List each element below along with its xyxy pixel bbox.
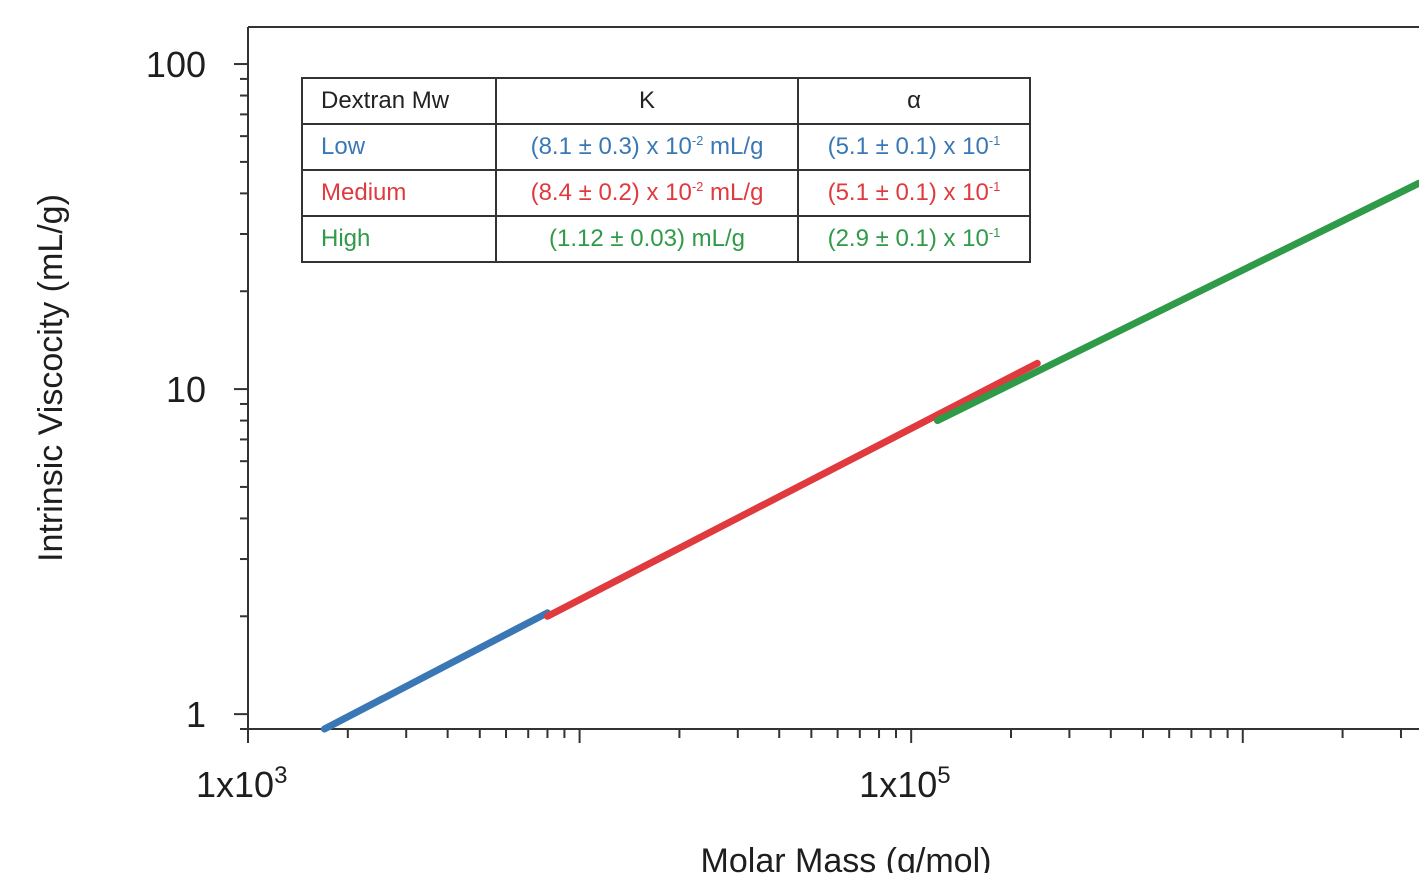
header-dextran-mw: Dextran Mw [301, 77, 497, 125]
y-axis-title: Intrinsic Viscocity (mL/g) [32, 194, 70, 562]
row-label: Low [301, 123, 497, 171]
k-value: (8.4 ± 0.2) x 10-2 mL/g [495, 169, 799, 217]
x-tick-label: 1x105 [859, 762, 950, 805]
k-value: (8.1 ± 0.3) x 10-2 mL/g [495, 123, 799, 171]
table-header-row: Dextran Mw K α [301, 77, 1031, 125]
alpha-value: (5.1 ± 0.1) x 10-1 [797, 169, 1031, 217]
table-row-low: Low (8.1 ± 0.3) x 10-2 mL/g (5.1 ± 0.1) … [301, 123, 1031, 171]
x-tick-label: 1x103 [196, 762, 287, 805]
series-line-3 [933, 179, 1419, 425]
k-value: (1.12 ± 0.03) mL/g [495, 215, 799, 263]
alpha-value: (5.1 ± 0.1) x 10-1 [797, 123, 1031, 171]
row-label: High [301, 215, 497, 263]
y-tick-label: 1 [186, 694, 206, 735]
y-tick-label: 100 [146, 44, 206, 85]
x-axis-title: Molar Mass (g/mol) [701, 842, 992, 873]
series-group [320, 179, 1419, 733]
series-line-2 [544, 359, 1041, 620]
alpha-value: (2.9 ± 0.1) x 10-1 [797, 215, 1031, 263]
fit-parameters-table: Dextran Mw K α Low (8.1 ± 0.3) x 10-2 mL… [301, 77, 1031, 263]
header-alpha: α [797, 77, 1031, 125]
row-label: Medium [301, 169, 497, 217]
y-tick-label: 10 [166, 369, 206, 410]
tick-labels: 1 10 100 1x103 1x105 [146, 44, 951, 805]
series-line-1 [320, 609, 551, 733]
axes [234, 26, 1419, 743]
table-row-high: High (1.12 ± 0.03) mL/g (2.9 ± 0.1) x 10… [301, 215, 1031, 263]
header-k: K [495, 77, 799, 125]
table-row-medium: Medium (8.4 ± 0.2) x 10-2 mL/g (5.1 ± 0.… [301, 169, 1031, 217]
